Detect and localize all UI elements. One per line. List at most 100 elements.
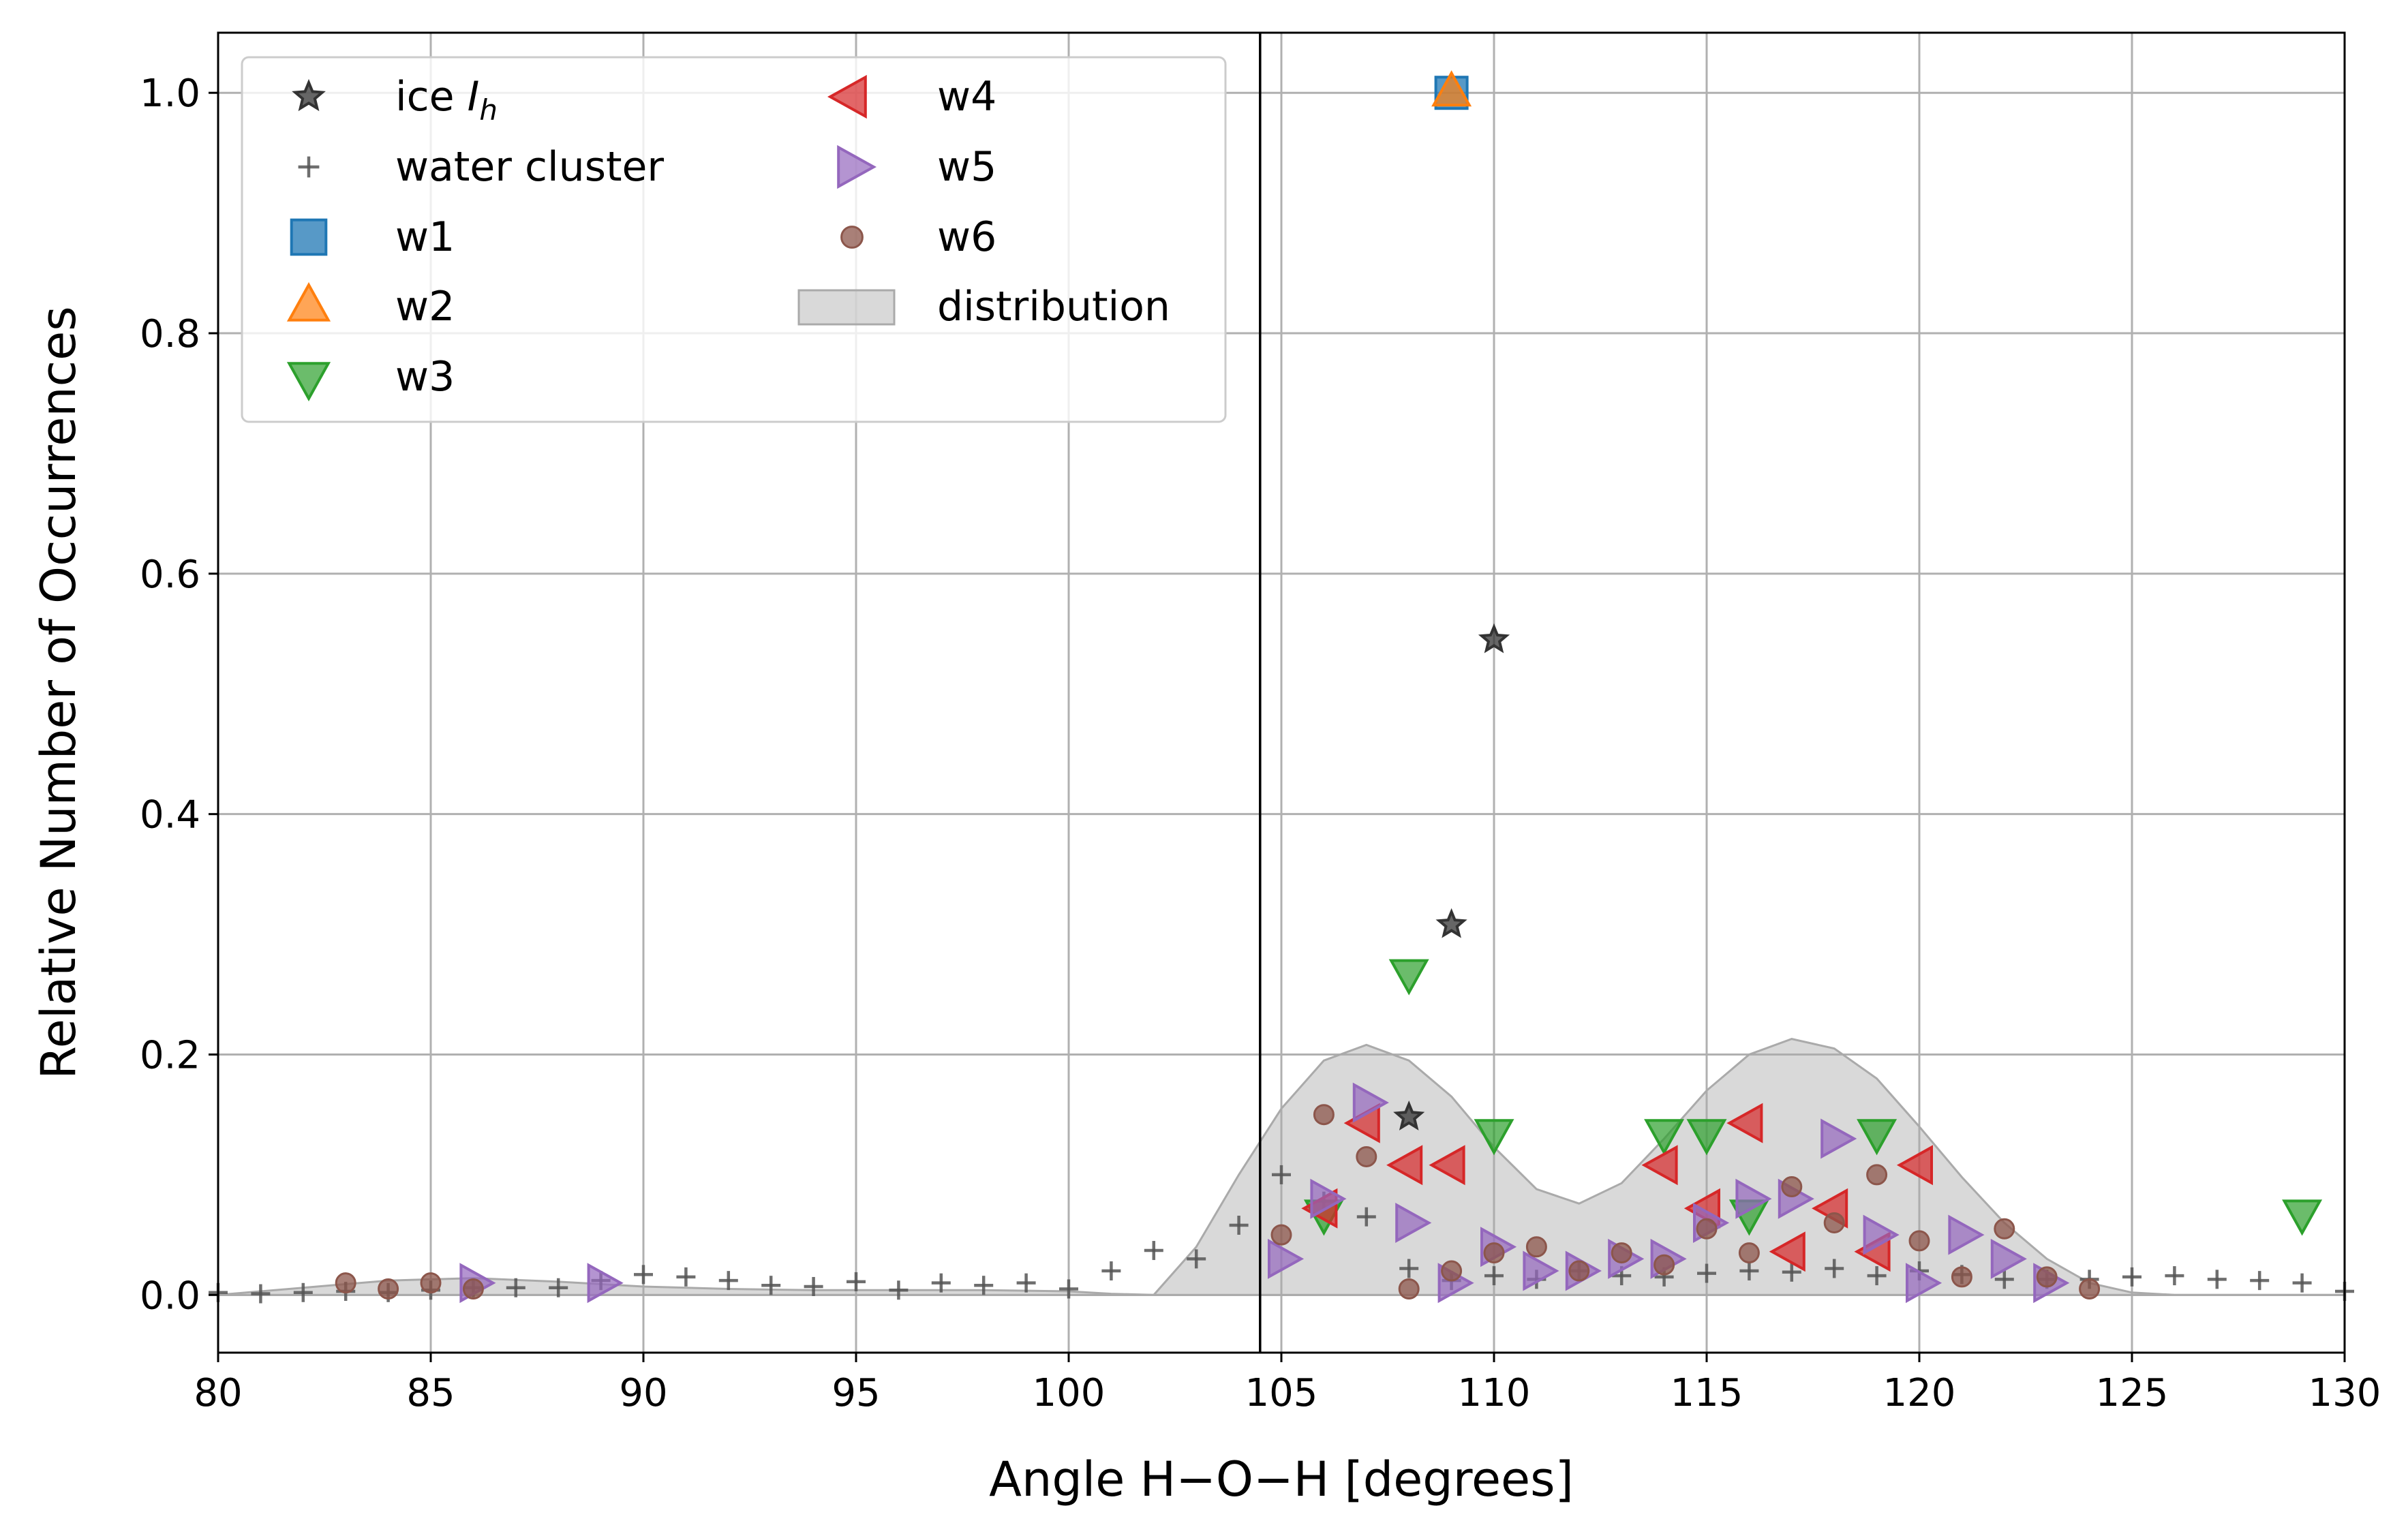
y-tick-label: 0.8 (140, 312, 200, 356)
w6-point (1908, 1230, 1930, 1252)
w6-point (1483, 1242, 1505, 1264)
water-cluster-point (974, 1276, 994, 1295)
water-cluster-point (676, 1267, 696, 1287)
y-tick-label: 0.6 (140, 553, 200, 597)
ice-point (1393, 1100, 1425, 1131)
w6-point (420, 1272, 442, 1294)
ice-point (1435, 908, 1467, 938)
x-tick-label: 110 (1458, 1371, 1531, 1415)
w6-point (1356, 1145, 1377, 1167)
y-axis-label: Relative Number of Occurrences (31, 306, 87, 1079)
legend-w6-label: w6 (937, 213, 996, 261)
w6-point (2036, 1266, 2058, 1288)
water-cluster-point (251, 1284, 271, 1304)
w5-point (1268, 1238, 1305, 1279)
w6-point (1866, 1164, 1888, 1186)
w4-point (1641, 1145, 1678, 1186)
x-tick-label: 100 (1033, 1371, 1106, 1415)
legend-w3-marker (286, 362, 331, 402)
w6-point (1951, 1266, 1972, 1288)
w5-point (1863, 1214, 1900, 1255)
axis-ticks: 80 85 90 95 100 105 110 115 120 125 130 0.0 0.2 0.4 0.… (140, 72, 2381, 1415)
w6-point (2079, 1278, 2101, 1300)
water-cluster-point (931, 1273, 951, 1293)
w5-point (1523, 1250, 1559, 1291)
w5-point (1395, 1203, 1432, 1243)
water-cluster-point (1739, 1261, 1759, 1281)
w4-point (1386, 1145, 1423, 1186)
y-tick-label: 0.4 (140, 793, 200, 837)
water-cluster-point (506, 1278, 525, 1297)
w3-point (1388, 959, 1429, 996)
w6-point (1398, 1278, 1420, 1300)
w3-point (2282, 1199, 2323, 1236)
w6-point (1270, 1224, 1292, 1246)
legend-w3-label: w3 (395, 353, 455, 401)
w6-point (1653, 1254, 1675, 1276)
water-cluster-point (847, 1272, 866, 1291)
x-tick-label: 105 (1245, 1371, 1318, 1415)
legend-w4-label: w4 (937, 73, 996, 121)
water-cluster-point (1484, 1266, 1504, 1286)
w5-point (1820, 1118, 1857, 1159)
legend-w5-marker (837, 144, 877, 189)
w6-point (1738, 1242, 1760, 1264)
w3-point (1686, 1119, 1727, 1156)
water-cluster-point (2207, 1270, 2227, 1289)
x-tick-label: 95 (832, 1371, 880, 1415)
water-cluster-point (1867, 1266, 1887, 1286)
w6-point (1611, 1242, 1632, 1264)
x-tick-label: 125 (2096, 1371, 2169, 1415)
legend-w2-marker (286, 281, 331, 322)
w5-point (1310, 1178, 1347, 1219)
legend-ice-phase-symbol: I (468, 73, 480, 121)
w6-point (1525, 1236, 1547, 1258)
legend-distribution-swatch (797, 289, 896, 326)
water-cluster-point (634, 1265, 653, 1285)
w3-point (1644, 1119, 1685, 1156)
water-cluster-point (1229, 1216, 1249, 1235)
legend-w6-marker (840, 226, 864, 249)
y-tick-label: 0.0 (140, 1274, 200, 1318)
w5-point (1735, 1178, 1772, 1219)
legend-ice-phase-subscript: h (479, 93, 498, 127)
w5-point (1990, 1238, 2027, 1279)
w6-point (1313, 1104, 1335, 1126)
water-cluster-point (1356, 1207, 1376, 1227)
x-tick-label: 80 (194, 1371, 242, 1415)
water-cluster-point (1272, 1165, 1291, 1184)
water-cluster-point (889, 1280, 909, 1300)
w6-point (462, 1278, 484, 1300)
water-cluster-point (804, 1276, 823, 1296)
x-tick-label: 85 (406, 1371, 455, 1415)
legend-ice-marker (292, 78, 326, 112)
ice-point (1478, 623, 1510, 653)
w6-point (1696, 1218, 1718, 1240)
water-cluster-point (718, 1271, 738, 1291)
legend-w1-label: w1 (395, 213, 455, 261)
water-cluster-point (1187, 1249, 1206, 1269)
w5-point (1906, 1263, 1942, 1304)
w4-point (1429, 1145, 1465, 1186)
x-axis-label: Angle H−O−H [degrees] (989, 1451, 1574, 1507)
markers (209, 70, 2354, 1304)
w2-point (1431, 70, 1472, 107)
water-cluster-point (1399, 1259, 1419, 1278)
w6-point (1994, 1218, 2015, 1240)
water-cluster-point (1782, 1262, 1801, 1282)
y-tick-label: 1.0 (140, 72, 200, 116)
x-tick-label: 115 (1671, 1371, 1743, 1415)
w3-point (1474, 1119, 1514, 1156)
water-cluster-point (2122, 1267, 2142, 1287)
w5-point (1352, 1082, 1389, 1123)
water-cluster-point (1825, 1259, 1844, 1278)
w4-point (1726, 1103, 1763, 1143)
water-cluster-point (2292, 1273, 2312, 1293)
w6-point (378, 1278, 399, 1300)
legend-box (241, 56, 1227, 423)
w6-point (1568, 1260, 1590, 1282)
legend-water-cluster-label: water cluster (395, 143, 664, 191)
water-cluster-point (2165, 1266, 2184, 1286)
